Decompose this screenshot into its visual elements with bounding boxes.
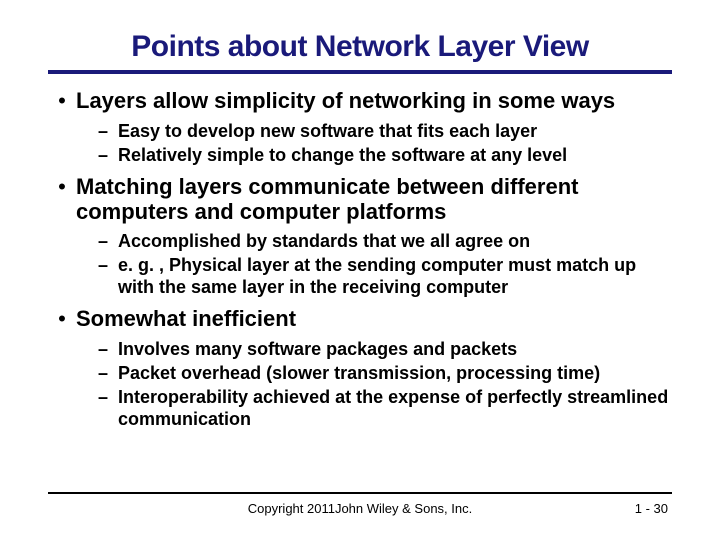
sub-bullet-text: e. g. , Physical layer at the sending co…: [118, 254, 672, 298]
sub-list-item: – Packet overhead (slower transmission, …: [98, 362, 672, 384]
sub-bullet-text: Easy to develop new software that fits e…: [118, 120, 672, 142]
sub-list-item: – Involves many software packages and pa…: [98, 338, 672, 360]
slide-title: Points about Network Layer View: [48, 30, 672, 74]
sub-bullet-text: Accomplished by standards that we all ag…: [118, 230, 672, 252]
sub-list-item: – e. g. , Physical layer at the sending …: [98, 254, 672, 298]
dash-icon: –: [98, 120, 118, 142]
dash-icon: –: [98, 386, 118, 408]
sub-bullet-text: Relatively simple to change the software…: [118, 144, 672, 166]
dash-icon: –: [98, 254, 118, 276]
bullet-text: Somewhat inefficient: [76, 306, 672, 331]
copyright-text: Copyright 2011John Wiley & Sons, Inc.: [0, 501, 720, 516]
sub-list-item: – Interoperability achieved at the expen…: [98, 386, 672, 430]
footer-divider: [48, 492, 672, 494]
sub-list-item: – Accomplished by standards that we all …: [98, 230, 672, 252]
sub-bullet-text: Involves many software packages and pack…: [118, 338, 672, 360]
dash-icon: –: [98, 338, 118, 360]
list-item: • Layers allow simplicity of networking …: [48, 88, 672, 166]
sub-bullet-text: Interoperability achieved at the expense…: [118, 386, 672, 430]
sub-list: – Accomplished by standards that we all …: [48, 230, 672, 298]
bullet-text: Matching layers communicate between diff…: [76, 174, 672, 224]
bullet-icon: •: [48, 174, 76, 200]
sub-list-item: – Easy to develop new software that fits…: [98, 120, 672, 142]
sub-list: – Easy to develop new software that fits…: [48, 120, 672, 166]
sub-list: – Involves many software packages and pa…: [48, 338, 672, 430]
dash-icon: –: [98, 144, 118, 166]
sub-list-item: – Relatively simple to change the softwa…: [98, 144, 672, 166]
sub-bullet-text: Packet overhead (slower transmission, pr…: [118, 362, 672, 384]
dash-icon: –: [98, 362, 118, 384]
bullet-icon: •: [48, 88, 76, 114]
bullet-icon: •: [48, 306, 76, 332]
list-item: • Somewhat inefficient – Involves many s…: [48, 306, 672, 430]
page-number: 1 - 30: [635, 501, 668, 516]
list-item: • Matching layers communicate between di…: [48, 174, 672, 298]
bullet-text: Layers allow simplicity of networking in…: [76, 88, 672, 113]
slide: Points about Network Layer View • Layers…: [0, 0, 720, 540]
dash-icon: –: [98, 230, 118, 252]
bullet-list: • Layers allow simplicity of networking …: [48, 88, 672, 430]
